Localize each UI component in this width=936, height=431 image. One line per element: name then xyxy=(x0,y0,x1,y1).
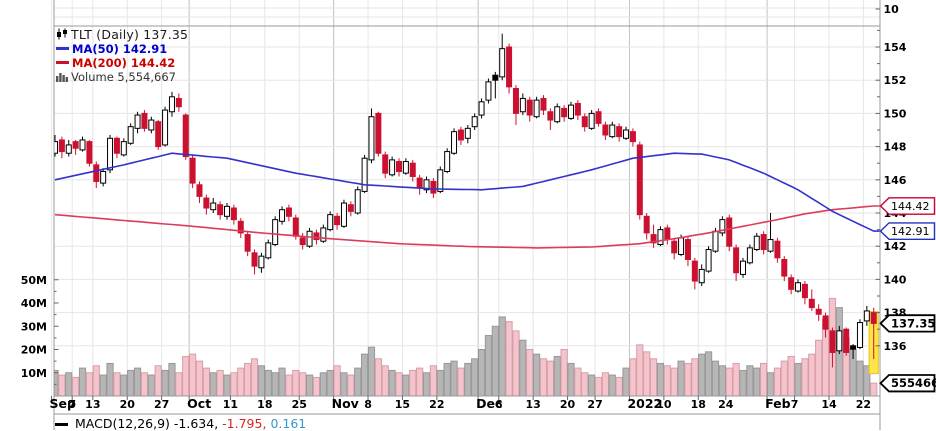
price-axis-label: 152 xyxy=(884,74,907,87)
date-axis-day-label: 10 xyxy=(656,398,672,411)
macd-name: MACD(12,26,9) xyxy=(75,416,170,431)
upper-pane-axis-label: 10 xyxy=(884,3,900,16)
date-axis-month-label: Nov xyxy=(332,396,359,411)
date-axis-day-label: 7 xyxy=(791,398,799,411)
macd-value-red: -1.795, xyxy=(222,416,266,431)
date-axis-day-label: 27 xyxy=(154,398,169,411)
date-axis-day-label: 11 xyxy=(223,398,238,411)
price-axis-label: 150 xyxy=(884,107,907,120)
price-axis-label: 140 xyxy=(884,273,907,286)
date-axis-month-label: Feb xyxy=(765,396,791,411)
axis-tags-layer: 144.42 142.91 137.35 555466 xyxy=(881,198,936,392)
macd-line-icon xyxy=(55,423,68,426)
date-axis-day-label: 13 xyxy=(526,398,541,411)
date-axis-day-label: 18 xyxy=(691,398,706,411)
candles-layer xyxy=(53,34,877,368)
date-axis-day-label: 8 xyxy=(364,398,372,411)
date-axis-month-label: Oct xyxy=(187,396,211,411)
volume-axis-label: 50M xyxy=(21,274,47,287)
ma200-tag-text: 144.42 xyxy=(891,200,930,213)
axis-labels-layer: 1541521501481461441421401381361050M40M30… xyxy=(21,3,907,411)
macd-value-black: -1.634, xyxy=(174,416,218,431)
last-price-tag-text: 137.35 xyxy=(891,316,935,330)
volume-axis-label: 30M xyxy=(21,320,47,333)
price-axis-label: 154 xyxy=(884,41,907,54)
macd-legend: MACD(12,26,9) -1.634, -1.795, 0.161 xyxy=(55,416,306,431)
date-axis-day-label: 24 xyxy=(718,398,734,411)
date-axis-day-label: 22 xyxy=(429,398,444,411)
ma50-tag-text: 142.91 xyxy=(891,225,930,238)
date-axis-day-label: 25 xyxy=(292,398,307,411)
date-axis-day-label: 20 xyxy=(560,398,576,411)
grid-layer xyxy=(52,0,880,396)
volume-axis-label: 10M xyxy=(21,367,47,380)
macd-value-blue: 0.161 xyxy=(270,416,306,431)
date-axis-day-label: 22 xyxy=(856,398,871,411)
price-axis-label: 146 xyxy=(884,174,907,187)
volume-axis-label: 40M xyxy=(21,297,47,310)
volume-axis-label: 20M xyxy=(21,344,47,357)
price-axis-label: 136 xyxy=(884,340,907,353)
last-volume-tag-text: 555466 xyxy=(891,376,936,390)
date-axis-day-label: 7 xyxy=(68,398,76,411)
date-axis-day-label: 15 xyxy=(395,398,410,411)
price-axis-label: 142 xyxy=(884,240,907,253)
date-axis-day-label: 6 xyxy=(495,398,503,411)
date-axis-day-label: 27 xyxy=(587,398,602,411)
date-axis-day-label: 18 xyxy=(257,398,272,411)
date-axis-day-label: 20 xyxy=(120,398,136,411)
date-axis-day-label: 14 xyxy=(821,398,837,411)
date-axis-day-label: 13 xyxy=(85,398,100,411)
price-axis-label: 148 xyxy=(884,141,907,154)
